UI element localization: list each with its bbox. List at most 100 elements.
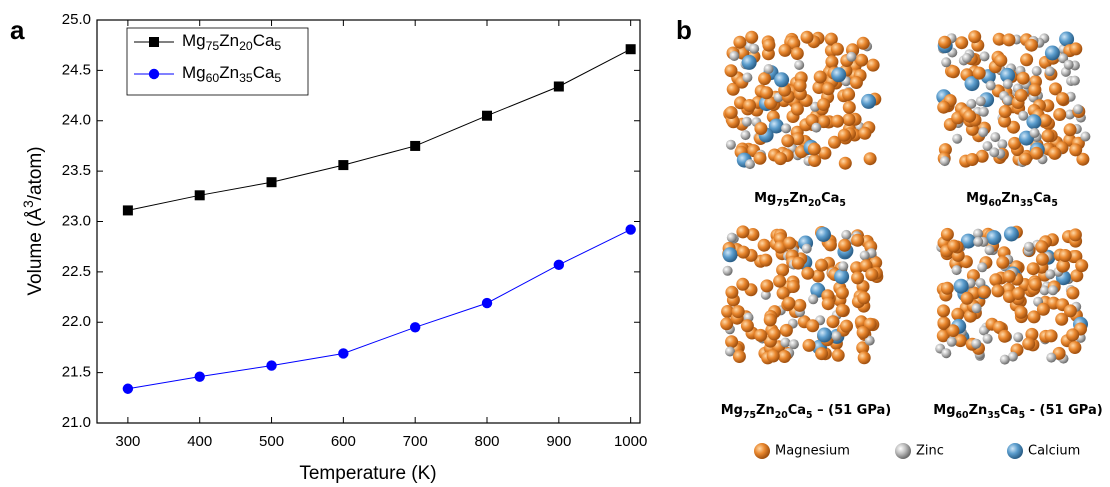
atom	[1026, 114, 1042, 130]
atom	[1044, 66, 1055, 77]
atom	[740, 319, 754, 333]
atom	[741, 54, 757, 70]
data-point	[122, 383, 134, 394]
atom	[977, 262, 988, 273]
y-tick-label: 21.0	[62, 414, 91, 431]
atom	[951, 265, 962, 276]
atom	[811, 122, 822, 133]
atom	[856, 326, 870, 339]
atom	[724, 106, 738, 119]
atom	[1039, 285, 1050, 296]
atom	[1069, 143, 1083, 157]
x-tick-label: 300	[115, 433, 140, 450]
atom	[808, 154, 822, 167]
atom	[757, 238, 771, 252]
atom	[1016, 71, 1030, 85]
atom	[971, 303, 982, 314]
atom	[1059, 31, 1075, 47]
atom	[838, 156, 852, 170]
atom	[773, 274, 787, 288]
legend-marker	[754, 443, 770, 459]
atom	[955, 36, 969, 50]
atom	[941, 57, 952, 68]
atom	[1075, 259, 1089, 273]
atom	[991, 284, 1005, 298]
atom	[742, 72, 753, 83]
atom	[1080, 131, 1091, 142]
atom	[1025, 38, 1038, 52]
atom	[998, 114, 1012, 128]
atom	[837, 128, 851, 142]
atom	[720, 317, 734, 331]
legend-marker	[148, 68, 160, 80]
atom	[1036, 302, 1050, 316]
x-axis-label: Temperature (K)	[299, 463, 436, 484]
atom	[760, 86, 774, 100]
panel-label: a	[10, 15, 25, 45]
atom	[1022, 337, 1036, 351]
atom	[984, 245, 995, 256]
atom	[746, 228, 760, 241]
atom	[831, 114, 844, 128]
y-tick-label: 21.5	[62, 364, 91, 381]
atom	[782, 296, 796, 310]
atom	[749, 43, 760, 54]
atom	[939, 156, 950, 167]
atom	[760, 279, 774, 293]
atom	[979, 51, 990, 62]
atom	[783, 236, 797, 250]
atom	[953, 334, 967, 348]
atom	[1070, 269, 1084, 283]
atom	[835, 286, 849, 300]
atom	[996, 255, 1010, 269]
x-tick-label: 600	[331, 433, 356, 450]
atom	[831, 331, 842, 342]
atom	[1008, 136, 1022, 150]
atom	[973, 228, 983, 239]
atom	[856, 36, 870, 50]
atom	[794, 60, 805, 70]
atom	[1007, 351, 1018, 362]
atom	[1014, 305, 1028, 319]
atom	[781, 123, 792, 134]
atom	[736, 225, 750, 239]
atom	[989, 273, 1003, 287]
y-tick-label: 24.5	[62, 61, 91, 78]
data-point	[266, 177, 277, 188]
data-point	[194, 190, 205, 201]
atom	[817, 98, 831, 111]
atom	[1069, 75, 1080, 86]
data-point	[338, 160, 349, 171]
atom	[960, 291, 974, 305]
data-point	[481, 297, 493, 309]
x-tick-label: 400	[187, 433, 212, 450]
atom	[831, 67, 847, 83]
x-tick-label: 900	[546, 433, 571, 450]
atom	[858, 126, 872, 140]
atom	[1031, 66, 1042, 76]
atom	[774, 152, 787, 166]
y-tick-label: 24.0	[62, 112, 91, 129]
atom	[725, 285, 739, 299]
atom	[1002, 95, 1013, 106]
atom	[1018, 110, 1029, 121]
atom	[725, 335, 739, 349]
atom	[1002, 270, 1016, 283]
atom	[1013, 332, 1024, 343]
atom	[989, 147, 1000, 158]
atom	[762, 38, 776, 52]
atom	[1066, 328, 1080, 342]
atom	[1030, 146, 1043, 160]
atom	[1035, 240, 1049, 254]
atom	[961, 53, 972, 63]
y-tick-label: 23.5	[62, 162, 91, 179]
atom	[946, 336, 957, 347]
atom	[808, 294, 819, 305]
atom	[998, 329, 1012, 343]
atom	[964, 76, 980, 92]
atom	[966, 98, 977, 109]
atom	[1063, 304, 1077, 318]
atom	[830, 42, 844, 56]
atom	[1068, 341, 1082, 354]
atom	[941, 348, 952, 359]
